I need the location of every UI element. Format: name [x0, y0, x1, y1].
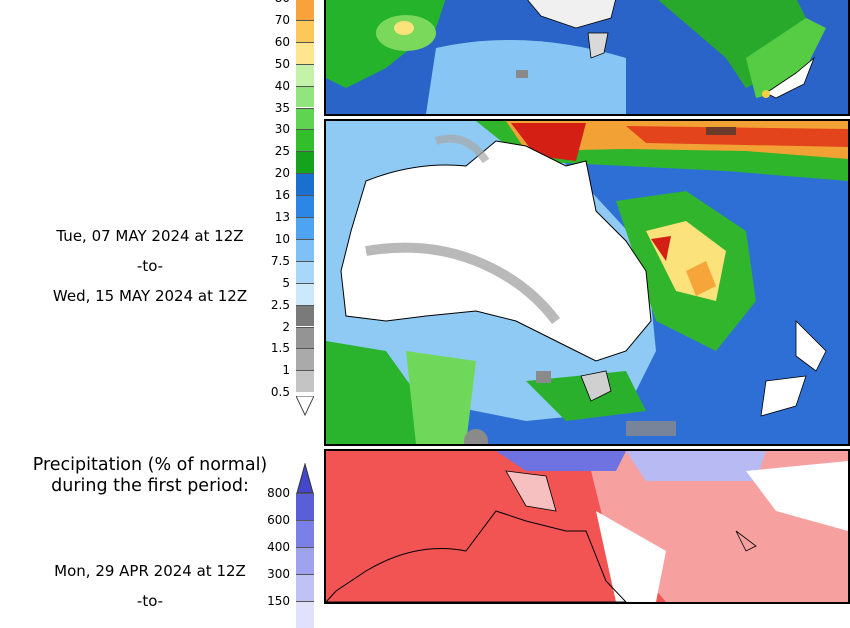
- colorbar-swatch: [296, 348, 314, 371]
- colorbar-tick-label: 60: [274, 34, 290, 49]
- colorbar-swatch: [296, 304, 314, 327]
- colorbar-tick-label: 800: [267, 486, 290, 500]
- colorbar-swatch: [296, 493, 314, 520]
- colorbar-tick-label: 16: [274, 188, 290, 203]
- colorbar-tick-label: 300: [267, 567, 290, 581]
- colorbar-tick-label: 0.5: [270, 385, 290, 400]
- colorbar-tick-label: 13: [274, 210, 290, 224]
- colorbar-tick-label: 20: [274, 166, 290, 181]
- colorbar-swatch: [296, 195, 314, 217]
- first-period-start: Mon, 29 APR 2024 at 12Z: [54, 562, 246, 580]
- colorbar-tick-label: 1.5: [270, 341, 290, 356]
- colorbar-tick-label: 2: [282, 319, 290, 334]
- map-panel-forecast: [324, 119, 850, 446]
- colorbar-min-arrow: [296, 396, 314, 416]
- colorbar-swatch: [296, 19, 314, 42]
- period-end: Wed, 15 MAY 2024 at 12Z: [52, 287, 248, 305]
- colorbar-swatch: [296, 129, 314, 152]
- precip-amount-colorbar: [296, 0, 314, 416]
- colorbar-swatch: [296, 574, 314, 601]
- colorbar-tick-label: 80: [250, 0, 290, 4]
- colorbar-tick-label: 50: [274, 56, 290, 71]
- period-separator: -to-: [136, 257, 164, 275]
- colorbar-tick-label: 2.5: [270, 297, 290, 312]
- colorbar-swatch: [296, 260, 314, 283]
- map-panel-percent-normal: [324, 449, 850, 604]
- first-period-separator: -to-: [136, 592, 164, 610]
- colorbar-tick-label: 35: [274, 100, 290, 115]
- colorbar-tick-label: 7.5: [270, 253, 290, 268]
- colorbar-swatch: [296, 370, 314, 393]
- map-panel-previous: [324, 0, 850, 116]
- colorbar-tick-label: 70: [274, 12, 290, 27]
- percent-normal-title-line2: during the first period:: [51, 476, 249, 496]
- colorbar-swatch: [296, 238, 314, 261]
- period-start: Tue, 07 MAY 2024 at 12Z: [56, 227, 244, 245]
- colorbar-tick-label: 25: [274, 144, 290, 159]
- colorbar-tick-label: 400: [267, 540, 290, 554]
- colorbar-swatch: [296, 520, 314, 547]
- colorbar-tick-label: 10: [274, 231, 290, 246]
- colorbar-max-arrow: [296, 463, 314, 493]
- colorbar-swatch: [296, 85, 314, 108]
- colorbar-swatch: [296, 107, 314, 130]
- colorbar-swatch: [296, 0, 314, 20]
- percent-normal-title: Precipitation (% of normal) during the f…: [10, 455, 290, 497]
- colorbar-swatch: [296, 326, 314, 349]
- colorbar-swatch: [296, 173, 314, 196]
- colorbar-swatch: [296, 151, 314, 174]
- colorbar-swatch: [296, 547, 314, 574]
- colorbar-tick-label: 40: [274, 78, 290, 93]
- percent-normal-title-line1: Precipitation (% of normal): [32, 455, 268, 475]
- colorbar-tick-label: 600: [267, 513, 290, 527]
- colorbar-swatch: [296, 217, 314, 239]
- colorbar-tick-label: 30: [274, 122, 290, 137]
- colorbar-tick-label: 1: [282, 363, 290, 378]
- colorbar-tick-label: 5: [282, 275, 290, 290]
- colorbar-swatch: [296, 41, 314, 64]
- colorbar-swatch: [296, 282, 314, 305]
- colorbar-swatch: [296, 63, 314, 86]
